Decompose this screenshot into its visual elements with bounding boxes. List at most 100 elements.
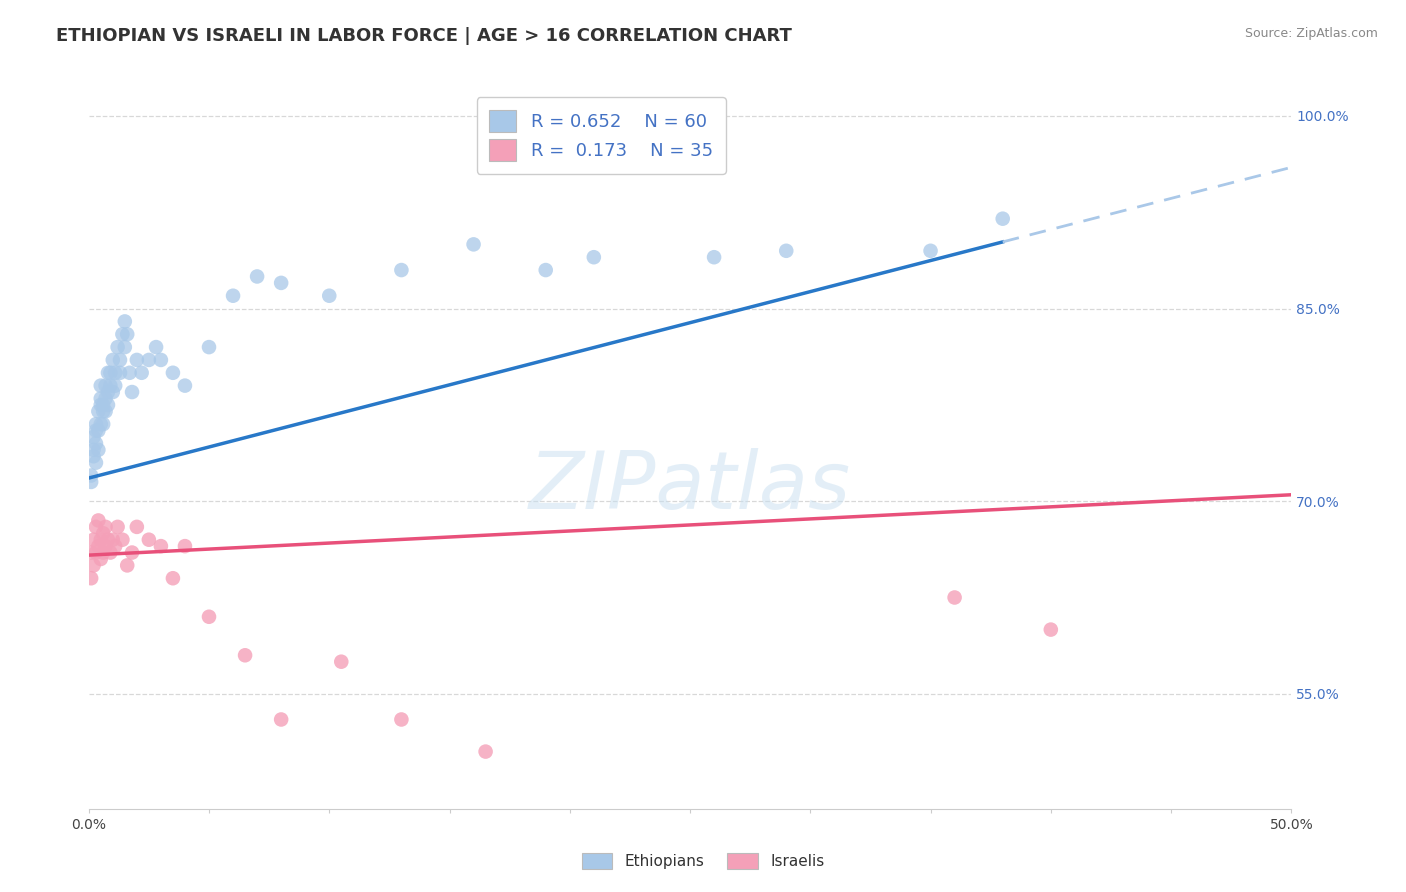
Point	[84, 545, 107, 559]
Text: Source: ZipAtlas.com: Source: ZipAtlas.com	[1244, 27, 1378, 40]
Point	[318, 289, 340, 303]
Point	[90, 533, 112, 547]
Point	[920, 244, 942, 258]
Point	[83, 533, 105, 547]
Point	[174, 378, 197, 392]
Point	[84, 424, 107, 438]
Point	[100, 545, 122, 559]
Point	[90, 552, 112, 566]
Point	[83, 558, 105, 573]
Point	[90, 392, 112, 406]
Point	[114, 314, 136, 328]
Point	[270, 276, 292, 290]
Point	[91, 398, 114, 412]
Text: ETHIOPIAN VS ISRAELI IN LABOR FORCE | AGE > 16 CORRELATION CHART: ETHIOPIAN VS ISRAELI IN LABOR FORCE | AG…	[56, 27, 792, 45]
Point	[101, 353, 124, 368]
Point	[145, 340, 167, 354]
Point	[87, 513, 110, 527]
Point	[1039, 623, 1062, 637]
Point	[83, 442, 105, 457]
Point	[84, 417, 107, 431]
Point	[91, 404, 114, 418]
Point	[107, 340, 129, 354]
Point	[198, 340, 221, 354]
Point	[118, 366, 141, 380]
Point	[125, 520, 148, 534]
Point	[80, 468, 103, 483]
Point	[391, 263, 413, 277]
Point	[108, 366, 131, 380]
Point	[104, 539, 127, 553]
Point	[775, 244, 797, 258]
Point	[582, 250, 605, 264]
Point	[391, 713, 413, 727]
Point	[84, 520, 107, 534]
Point	[84, 436, 107, 450]
Point	[94, 378, 117, 392]
Point	[91, 417, 114, 431]
Point	[330, 655, 353, 669]
Point	[90, 417, 112, 431]
Point	[104, 378, 127, 392]
Point	[90, 398, 112, 412]
Point	[87, 404, 110, 418]
Point	[97, 533, 120, 547]
Point	[87, 442, 110, 457]
Point	[80, 545, 103, 559]
Point	[100, 366, 122, 380]
Point	[97, 398, 120, 412]
Point	[94, 404, 117, 418]
Point	[111, 533, 134, 547]
Point	[149, 353, 172, 368]
Point	[174, 539, 197, 553]
Point	[270, 713, 292, 727]
Legend: Ethiopians, Israelis: Ethiopians, Israelis	[575, 847, 831, 875]
Point	[100, 378, 122, 392]
Point	[534, 263, 557, 277]
Point	[91, 526, 114, 541]
Point	[233, 648, 256, 663]
Point	[125, 353, 148, 368]
Point	[463, 237, 485, 252]
Point	[97, 366, 120, 380]
Point	[991, 211, 1014, 226]
Text: ZIPatlas: ZIPatlas	[529, 449, 851, 526]
Point	[101, 533, 124, 547]
Point	[101, 385, 124, 400]
Point	[83, 449, 105, 463]
Point	[115, 327, 138, 342]
Point	[87, 424, 110, 438]
Point	[111, 327, 134, 342]
Point	[91, 545, 114, 559]
Point	[474, 745, 496, 759]
Point	[131, 366, 153, 380]
Point	[162, 571, 184, 585]
Point	[94, 539, 117, 553]
Point	[149, 539, 172, 553]
Point	[80, 571, 103, 585]
Point	[121, 545, 143, 559]
Point	[80, 475, 103, 489]
Point	[703, 250, 725, 264]
Point	[138, 353, 160, 368]
Point	[90, 378, 112, 392]
Point	[162, 366, 184, 380]
Point	[94, 392, 117, 406]
Point	[943, 591, 966, 605]
Point	[115, 558, 138, 573]
Point	[87, 539, 110, 553]
Point	[222, 289, 245, 303]
Point	[108, 353, 131, 368]
Point	[138, 533, 160, 547]
Point	[198, 609, 221, 624]
Point	[83, 430, 105, 444]
Point	[246, 269, 269, 284]
Point	[84, 456, 107, 470]
Point	[114, 340, 136, 354]
Point	[121, 385, 143, 400]
Point	[104, 366, 127, 380]
Point	[107, 520, 129, 534]
Point	[94, 520, 117, 534]
Point	[97, 385, 120, 400]
Legend: R = 0.652    N = 60, R =  0.173    N = 35: R = 0.652 N = 60, R = 0.173 N = 35	[477, 97, 725, 174]
